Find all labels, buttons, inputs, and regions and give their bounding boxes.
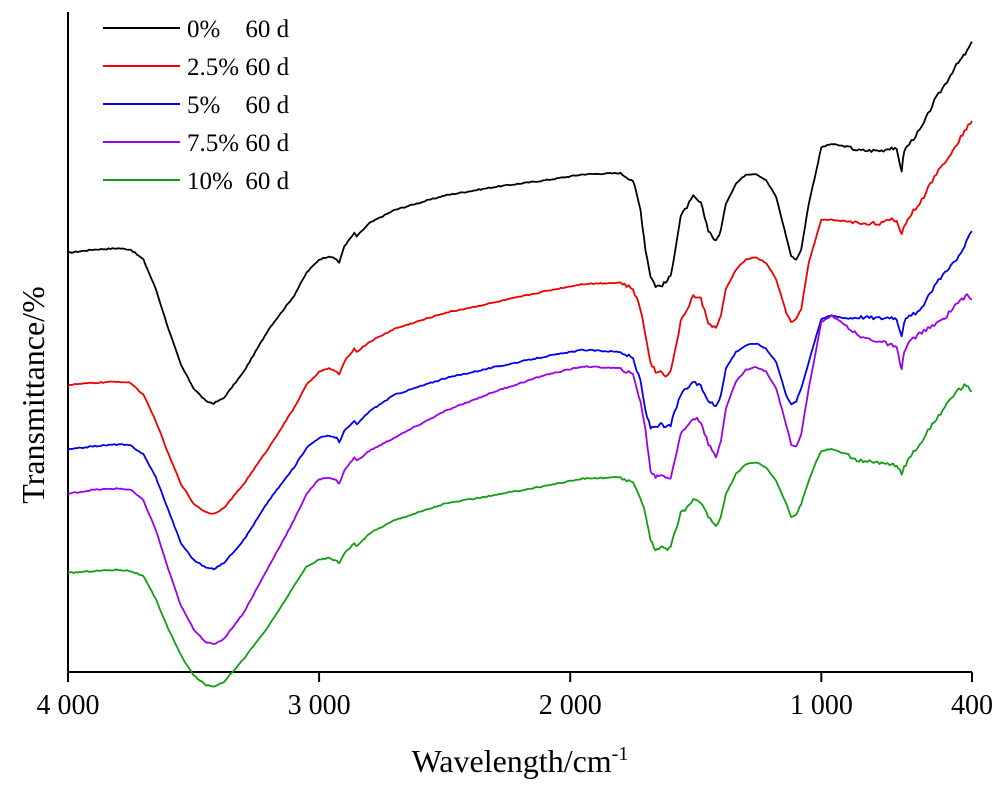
series-line-0 <box>67 41 973 405</box>
x-tick-label: 1 000 <box>790 690 853 721</box>
x-ticks: 4 000 3 000 2 000 1 000 400 <box>37 672 993 721</box>
legend-label-1: 2.5% 60 d <box>187 54 290 81</box>
legend-label-2: 5% 60 d <box>187 92 290 119</box>
legend-label-0: 0% 60 d <box>187 16 290 43</box>
series-line-2 <box>67 230 973 571</box>
x-tick-label: 2 000 <box>539 690 602 721</box>
series-group <box>67 41 973 688</box>
x-tick-label: 4 000 <box>37 690 100 721</box>
x-axis-title: Wavelength/cm-1 <box>412 743 629 779</box>
legend-label-4: 10% 60 d <box>187 168 290 195</box>
series-line-1 <box>67 120 973 515</box>
x-axis-title-text: Wavelength/cm <box>412 743 612 779</box>
series-line-4 <box>67 383 973 688</box>
x-axis-title-superscript: -1 <box>612 743 629 765</box>
legend: 0% 60 d 2.5% 60 d 5% 60 d 7.5% 60 d 10% 60 d <box>103 16 290 195</box>
x-tick-label: 3 000 <box>288 690 351 721</box>
series-line-3 <box>67 293 973 645</box>
y-axis-title: Transmittance/% <box>15 286 51 503</box>
x-tick-label: 400 <box>951 690 993 721</box>
legend-label-3: 7.5% 60 d <box>187 130 290 157</box>
